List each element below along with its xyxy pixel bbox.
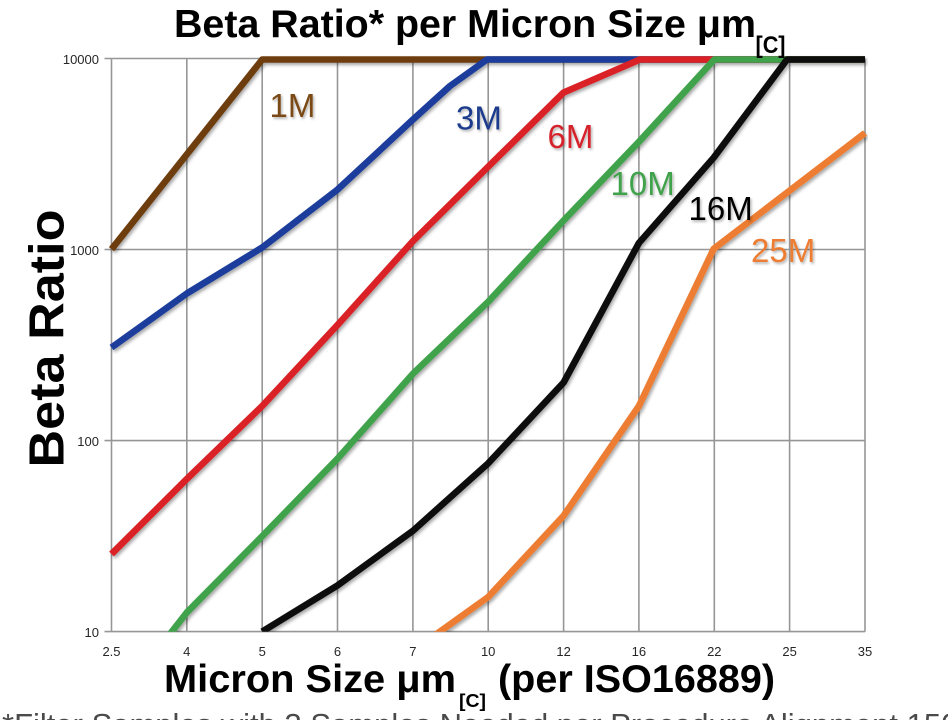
svg-text:25: 25: [782, 644, 796, 659]
svg-text:16: 16: [632, 644, 646, 659]
svg-text:7: 7: [409, 644, 416, 659]
svg-text:35: 35: [858, 644, 872, 659]
svg-text:1000: 1000: [70, 243, 99, 258]
svg-text:5: 5: [259, 644, 266, 659]
svg-text:*Filter Samples with 3 Samples: *Filter Samples with 3 Samples Needed pe…: [2, 707, 948, 720]
svg-text:Beta Ratio* per Micron Size μm: Beta Ratio* per Micron Size μm: [174, 3, 756, 46]
svg-text:12: 12: [556, 644, 570, 659]
svg-text:16M: 16M: [689, 190, 753, 227]
svg-text:100: 100: [77, 434, 99, 449]
svg-text:[C]: [C]: [756, 32, 786, 59]
svg-text:6: 6: [334, 644, 341, 659]
svg-text:6M: 6M: [548, 118, 594, 155]
svg-text:(per ISO16889): (per ISO16889): [498, 658, 775, 701]
svg-text:10: 10: [85, 625, 99, 640]
svg-text:2.5: 2.5: [102, 644, 120, 659]
svg-text:1M: 1M: [270, 87, 316, 124]
svg-text:22: 22: [707, 644, 721, 659]
svg-text:10M: 10M: [611, 165, 675, 202]
svg-text:[C]: [C]: [459, 690, 486, 711]
svg-text:25M: 25M: [751, 232, 815, 269]
svg-text:10: 10: [481, 644, 495, 659]
svg-text:3M: 3M: [456, 100, 502, 137]
svg-text:4: 4: [183, 644, 190, 659]
svg-text:Beta Ratio: Beta Ratio: [21, 210, 75, 468]
svg-text:Micron Size μm: Micron Size μm: [164, 658, 456, 701]
svg-text:10000: 10000: [63, 52, 99, 67]
